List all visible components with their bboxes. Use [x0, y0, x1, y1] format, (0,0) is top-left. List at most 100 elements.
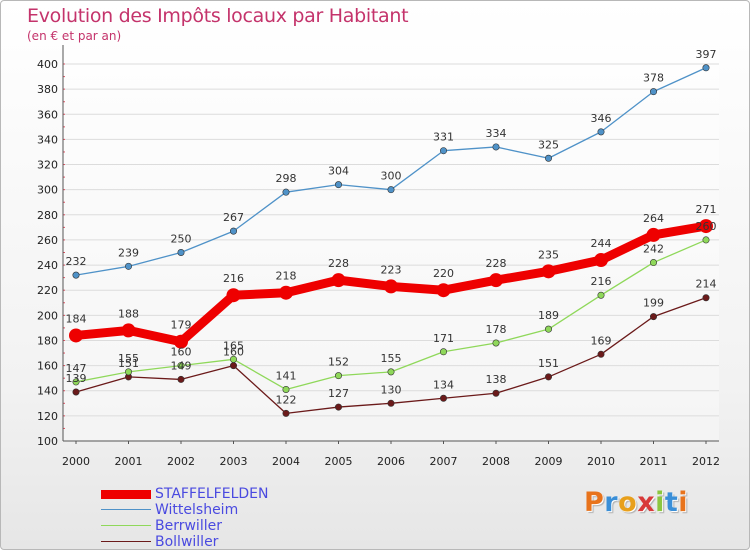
- data-label: 267: [223, 211, 244, 224]
- plot-area: [63, 49, 719, 441]
- data-label: 155: [118, 352, 139, 365]
- data-point: [282, 409, 290, 417]
- data-label: 139: [66, 372, 87, 385]
- data-label: 179: [171, 319, 192, 332]
- data-label: 151: [538, 357, 559, 370]
- data-label: 160: [171, 346, 192, 359]
- data-label: 134: [433, 378, 454, 391]
- data-point: [334, 403, 342, 411]
- data-label: 138: [486, 373, 507, 386]
- data-label: 214: [696, 278, 717, 291]
- y-tick-label: 360: [37, 108, 58, 121]
- data-label: 151: [118, 357, 139, 370]
- data-point: [387, 186, 395, 194]
- data-point: [489, 273, 503, 288]
- chart-subtitle: (en € et par an): [27, 29, 122, 43]
- data-point: [702, 236, 710, 244]
- data-label: 216: [591, 275, 612, 288]
- y-tick-label: 240: [37, 259, 58, 272]
- data-label: 165: [223, 339, 244, 352]
- data-label: 188: [118, 307, 139, 320]
- y-tick-label: 400: [37, 58, 58, 71]
- data-point: [72, 388, 80, 396]
- data-label: 242: [643, 243, 664, 256]
- data-label: 300: [381, 170, 402, 183]
- data-point: [72, 378, 80, 386]
- legend-swatch-wittelsheim: [101, 509, 151, 510]
- data-point: [334, 372, 342, 380]
- x-tick-label: 2010: [587, 455, 615, 468]
- data-label: 232: [66, 255, 87, 268]
- data-label: 228: [328, 257, 349, 270]
- data-label: 171: [433, 332, 454, 345]
- data-point: [541, 264, 556, 279]
- data-label: 189: [538, 309, 559, 322]
- data-point: [331, 273, 346, 288]
- legend-swatch-bollwiller: [101, 541, 151, 542]
- y-tick-label: 340: [37, 133, 58, 146]
- data-point: [174, 334, 188, 349]
- data-label: 331: [433, 131, 454, 144]
- data-label: 155: [381, 352, 402, 365]
- data-point: [544, 154, 552, 162]
- data-point: [177, 362, 185, 370]
- x-tick-label: 2012: [692, 455, 720, 468]
- data-label: 169: [591, 334, 612, 347]
- data-label: 334: [486, 127, 507, 140]
- data-label: 184: [66, 312, 87, 325]
- data-label: 130: [381, 383, 402, 396]
- data-label: 271: [696, 203, 717, 216]
- x-tick-label: 2008: [482, 455, 510, 468]
- data-point: [649, 313, 657, 321]
- x-tick-label: 2000: [62, 455, 90, 468]
- y-tick-label: 320: [37, 159, 58, 172]
- x-tick-label: 2009: [535, 455, 563, 468]
- data-point: [121, 323, 136, 338]
- logo-letter: x: [637, 487, 656, 518]
- data-point: [226, 288, 241, 303]
- data-point: [125, 368, 133, 376]
- data-point: [387, 399, 395, 407]
- data-label: 141: [276, 369, 297, 382]
- data-point: [544, 373, 552, 381]
- data-label: 218: [276, 270, 297, 283]
- data-label: 264: [643, 212, 664, 225]
- data-point: [597, 128, 605, 136]
- data-label: 250: [171, 233, 192, 246]
- data-label: 127: [328, 387, 349, 400]
- data-label: 122: [276, 393, 297, 406]
- chart-title: Evolution des Impôts locaux par Habitant: [27, 5, 409, 27]
- data-label: 260: [696, 220, 717, 233]
- data-point: [702, 294, 710, 302]
- legend-swatch-staffelfelden: [101, 490, 151, 499]
- data-point: [384, 279, 398, 294]
- data-point: [177, 249, 185, 257]
- y-tick-label: 180: [37, 334, 58, 347]
- data-label: 216: [223, 272, 244, 285]
- data-label: 149: [171, 359, 192, 372]
- logo-letter: o: [618, 487, 638, 518]
- data-label: 223: [381, 263, 402, 276]
- proxiti-logo: Proxiti: [584, 487, 688, 518]
- logo-letter: r: [604, 487, 619, 518]
- data-label: 160: [223, 346, 244, 359]
- data-point: [439, 147, 447, 155]
- data-point: [230, 227, 238, 235]
- y-tick-label: 200: [37, 309, 58, 322]
- y-tick-label: 140: [37, 385, 58, 398]
- y-tick-label: 100: [37, 435, 58, 448]
- x-tick-label: 2007: [430, 455, 458, 468]
- x-tick-label: 2003: [220, 455, 248, 468]
- legend-label-wittelsheim: Wittelsheim: [155, 502, 239, 518]
- data-point: [69, 328, 83, 343]
- data-point: [594, 253, 608, 268]
- x-tick-label: 2004: [272, 455, 300, 468]
- data-point: [492, 389, 500, 397]
- data-label: 397: [696, 48, 717, 61]
- y-tick-label: 220: [37, 284, 58, 297]
- x-tick-label: 2005: [325, 455, 353, 468]
- data-label: 178: [486, 323, 507, 336]
- legend-label-bollwiller: Bollwiller: [155, 534, 219, 550]
